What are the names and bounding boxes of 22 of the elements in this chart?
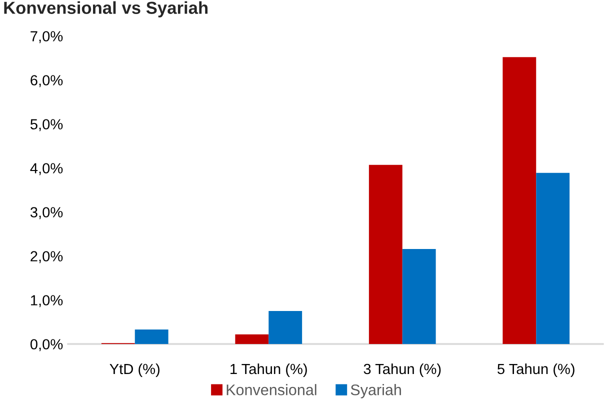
chart-title: Konvensional vs Syariah: [4, 1, 208, 18]
y-tick-label: 7,0%: [30, 31, 63, 44]
y-tick-label: 3,0%: [30, 207, 63, 220]
legend-label: Konvensional: [226, 384, 316, 396]
y-tick-label: 0,0%: [30, 339, 63, 352]
bar: [502, 57, 536, 344]
y-tick-label: 5,0%: [30, 119, 63, 132]
y-tick-label: 2,0%: [30, 251, 63, 264]
y-tick-label: 4,0%: [30, 163, 63, 176]
x-tick-label: 3 Tahun (%): [364, 363, 441, 378]
bar: [368, 164, 402, 344]
x-tick-label: YtD (%): [110, 363, 160, 378]
y-tick-label: 1,0%: [31, 295, 63, 308]
x-tick-label: 5 Tahun (%): [498, 363, 574, 378]
legend-label: Syariah: [350, 384, 401, 398]
y-tick-label: 6,0%: [30, 75, 63, 88]
bar: [402, 248, 436, 344]
x-tick-label: 1 Tahun (%): [230, 363, 307, 378]
bar: [235, 334, 269, 344]
bar: [536, 172, 570, 344]
bar: [268, 311, 302, 344]
bar: [134, 329, 168, 344]
